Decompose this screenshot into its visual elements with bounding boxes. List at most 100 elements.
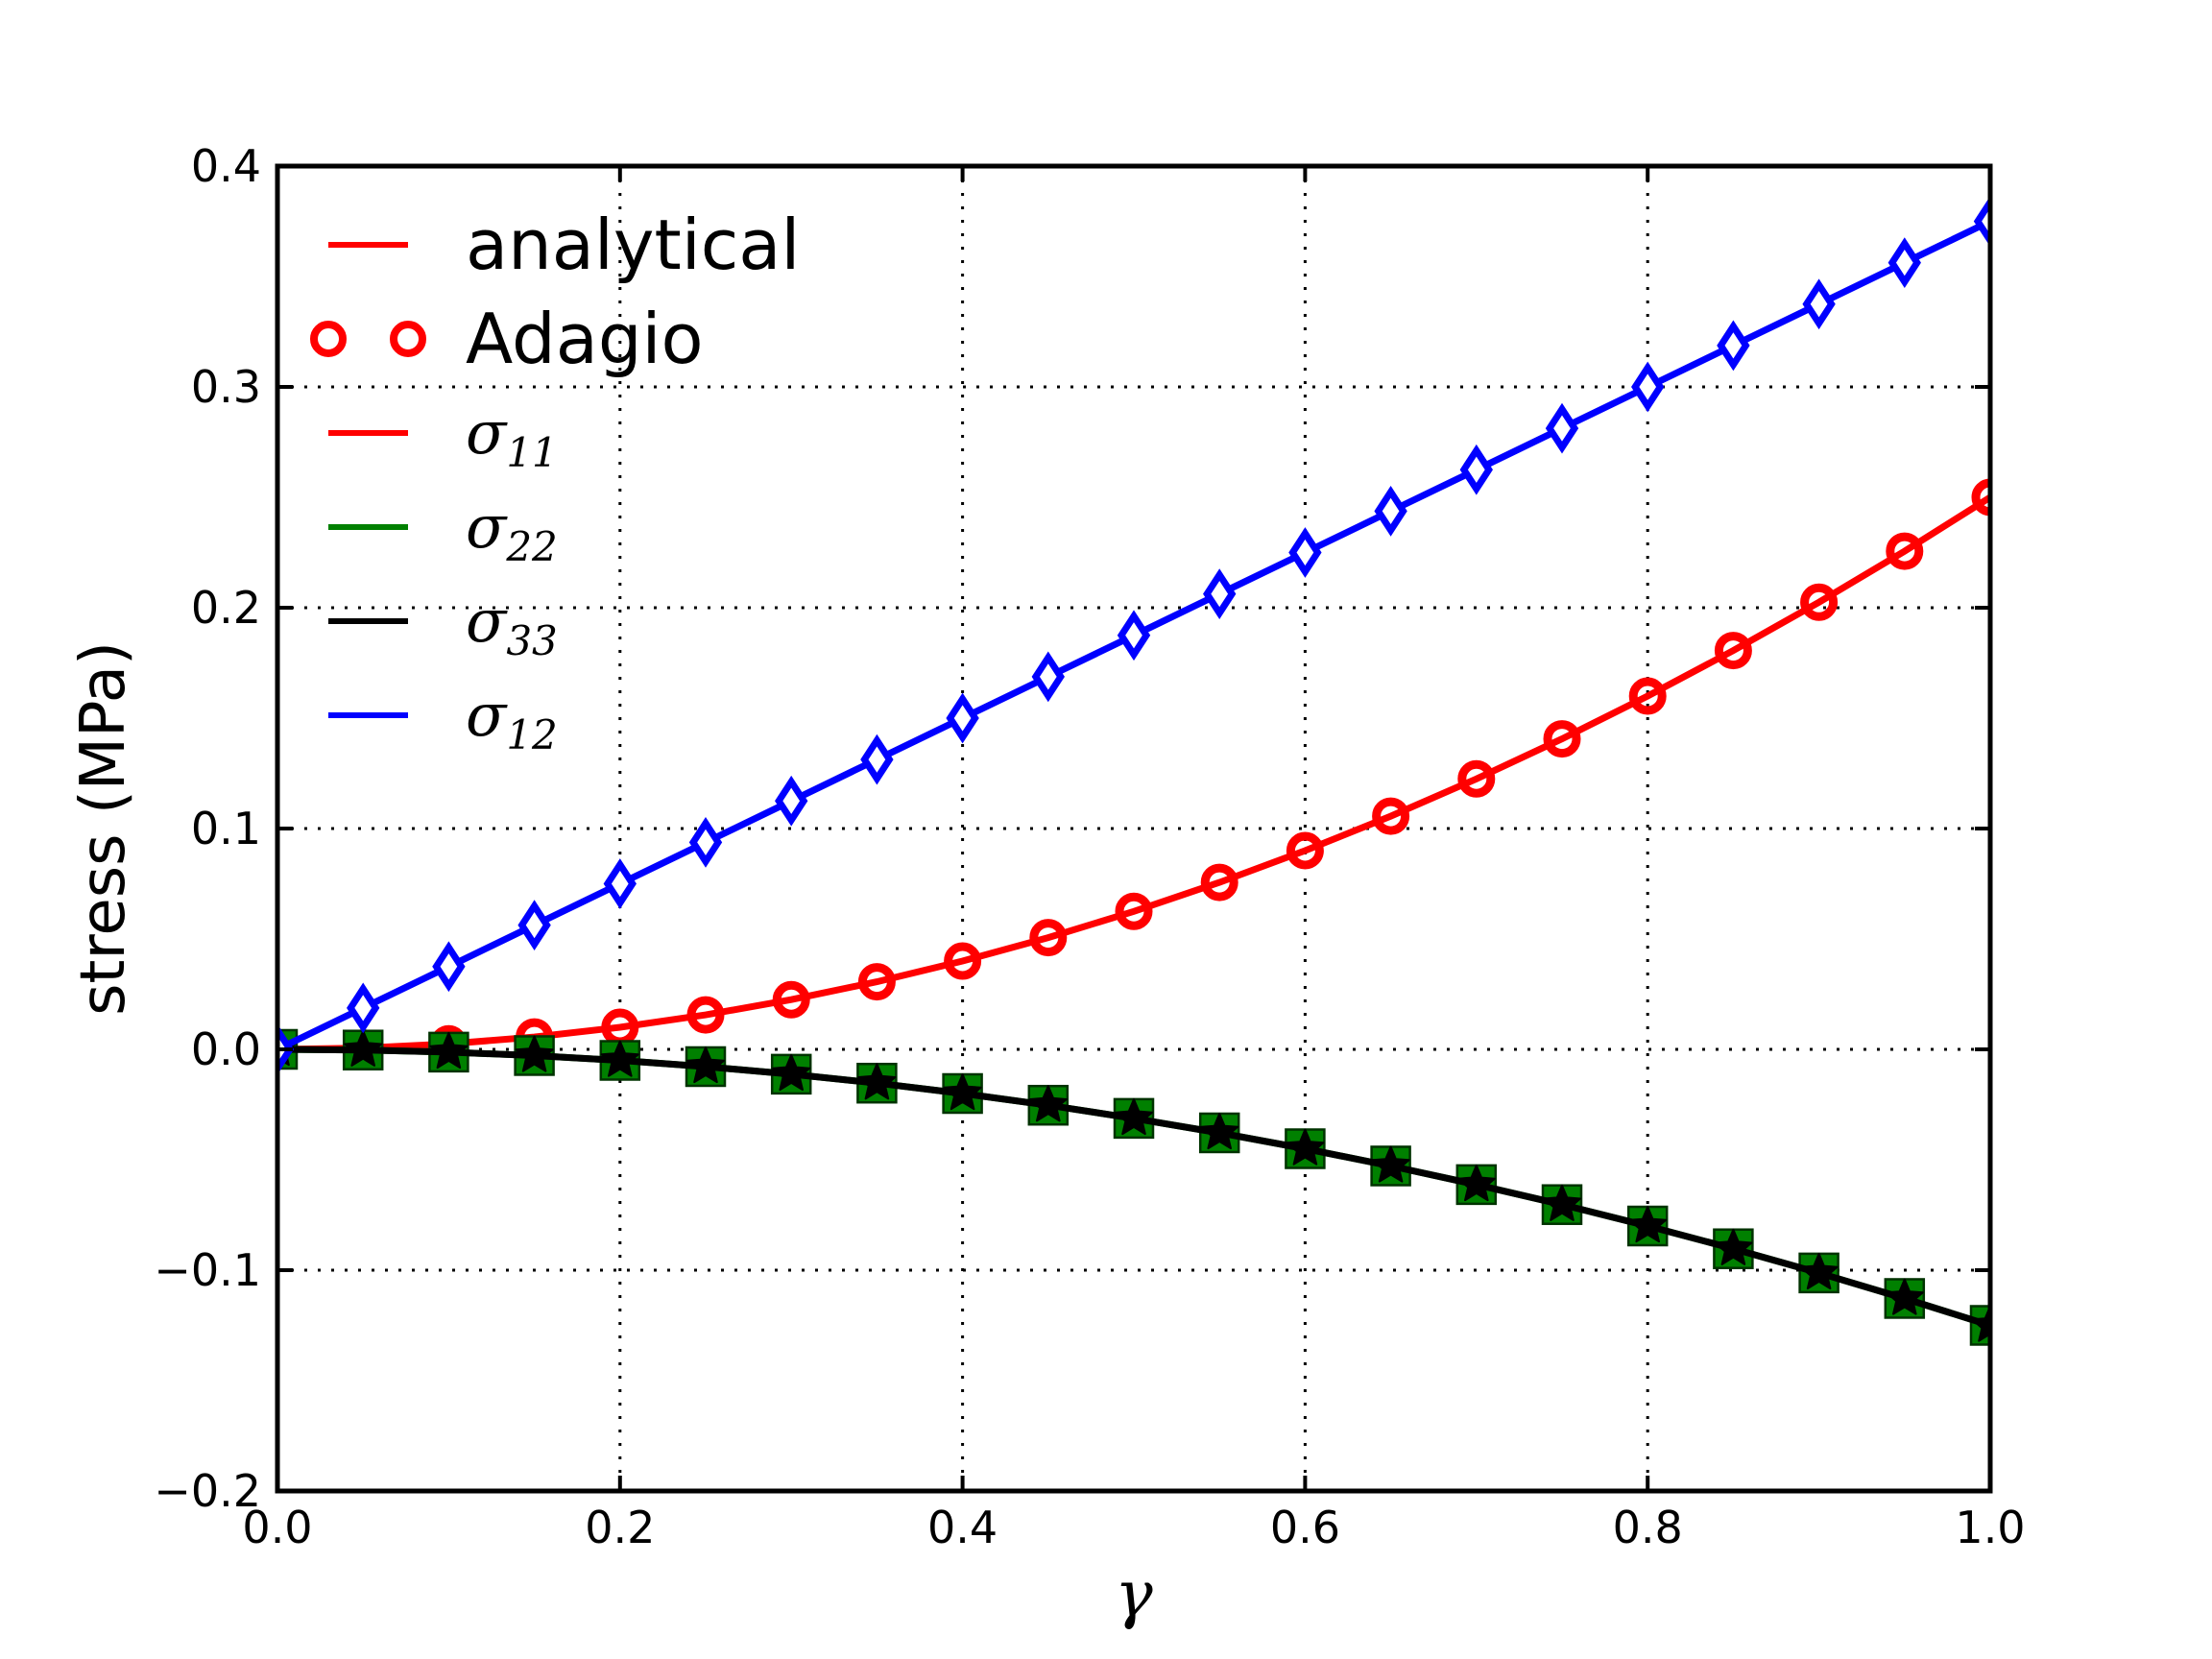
x-tick-label: 0.8 xyxy=(1613,1502,1683,1553)
y-tick-label: 0.1 xyxy=(191,803,261,854)
legend-marker-sample-adagio xyxy=(310,321,426,357)
marker-sigma12 xyxy=(1973,196,1990,247)
marker-sigma11 xyxy=(686,996,725,1034)
x-tick-label: 0.2 xyxy=(585,1502,655,1553)
legend-line-sample-analytical xyxy=(328,242,408,248)
legend-line-sample-sigma11 xyxy=(328,430,408,436)
marker-sigma12 xyxy=(775,775,808,827)
y-tick-label: −0.2 xyxy=(154,1465,261,1517)
y-tick-label: 0.3 xyxy=(191,361,261,413)
marker-sigma33 xyxy=(686,1046,725,1084)
marker-sigma11 xyxy=(1800,583,1839,621)
marker-sigma11 xyxy=(1115,892,1153,930)
marker-sigma11 xyxy=(1714,632,1752,670)
series-line-sigma22 xyxy=(277,1046,1990,1329)
marker-sigma11 xyxy=(1457,759,1496,798)
legend-label-sigma22: σ22 xyxy=(466,492,558,570)
gridlines xyxy=(277,166,1990,1491)
x-tick-label: 0.4 xyxy=(927,1502,998,1553)
marker-sigma12 xyxy=(1288,527,1322,578)
marker-sigma33 xyxy=(1628,1206,1668,1243)
marker-sigma11 xyxy=(1029,919,1068,957)
marker-sigma12 xyxy=(946,692,979,744)
legend-entry-sigma12: σ12 xyxy=(326,668,800,762)
x-tick-label: 0.6 xyxy=(1270,1502,1340,1553)
y-tick-label: 0.4 xyxy=(191,140,261,192)
x-tick-label: 0.0 xyxy=(242,1502,312,1553)
series-line-sigma11 xyxy=(277,494,1990,1053)
marker-sigma33 xyxy=(1286,1128,1325,1166)
legend-entry-analytical: analytical xyxy=(326,198,800,292)
marker-sigma12 xyxy=(347,982,380,1034)
marker-sigma33 xyxy=(429,1031,469,1070)
marker-sigma33 xyxy=(515,1035,554,1072)
marker-sigma11 xyxy=(944,942,982,980)
marker-sigma12 xyxy=(860,733,894,785)
marker-sigma12 xyxy=(603,858,637,909)
marker-sigma11 xyxy=(1971,478,1990,517)
marker-sigma33 xyxy=(772,1053,811,1092)
legend-circle-marker xyxy=(310,321,347,357)
marker-sigma33 xyxy=(1714,1228,1753,1265)
y-tick-label: 0.2 xyxy=(191,582,261,634)
marker-sigma11 xyxy=(1543,720,1581,758)
legend: analytical Adagio σ11 σ22 σ33 xyxy=(310,198,800,762)
marker-sigma33 xyxy=(1799,1252,1839,1290)
marker-sigma12 xyxy=(517,900,551,951)
y-tick-label: −0.1 xyxy=(154,1244,261,1296)
legend-line-sample-sigma12 xyxy=(328,712,408,718)
marker-sigma12 xyxy=(1117,610,1151,661)
marker-sigma12 xyxy=(1031,651,1065,703)
legend-entry-sigma11: σ11 xyxy=(326,386,800,480)
legend-line-sample-sigma33 xyxy=(328,618,408,624)
tick-labels: 0.0 0.2 0.4 0.6 0.8 1.0 0.4 0.3 0.2 0.1 0.0 −0.1 −0.… xyxy=(154,140,2025,1553)
marker-sigma33 xyxy=(600,1040,639,1077)
marker-sigma11 xyxy=(1286,831,1324,870)
legend-entry-sigma33: σ33 xyxy=(326,574,800,668)
marker-sigma33 xyxy=(1543,1184,1581,1221)
marker-sigma11 xyxy=(1200,863,1238,902)
marker-sigma11 xyxy=(1372,797,1410,835)
x-axis-label: γ xyxy=(1115,1557,1153,1631)
legend-label-analytical: analytical xyxy=(466,204,801,285)
marker-sigma12 xyxy=(1203,568,1237,620)
legend-entry-adagio: Adagio xyxy=(310,292,800,386)
legend-label-adagio: Adagio xyxy=(466,299,704,379)
marker-sigma33 xyxy=(1028,1085,1068,1122)
legend-circle-marker xyxy=(390,321,426,357)
marker-sigma33 xyxy=(1971,1305,1990,1342)
marker-sigma12 xyxy=(1802,278,1836,330)
legend-line-sample-sigma22 xyxy=(328,524,408,530)
marker-sigma12 xyxy=(1887,237,1921,289)
marker-sigma12 xyxy=(1631,361,1665,413)
legend-label-sigma33: σ33 xyxy=(466,586,558,664)
marker-sigma33 xyxy=(1371,1145,1410,1183)
marker-sigma33 xyxy=(1885,1278,1924,1315)
x-tick-label: 1.0 xyxy=(1955,1502,2025,1553)
marker-sigma12 xyxy=(432,941,466,993)
marker-sigma33 xyxy=(1115,1097,1153,1136)
marker-sigma33 xyxy=(1456,1164,1496,1202)
marker-sigma12 xyxy=(1459,444,1493,495)
marker-sigma33 xyxy=(943,1073,982,1111)
marker-sigma11 xyxy=(857,963,896,1001)
marker-sigma11 xyxy=(1886,532,1924,570)
series-line-sigma33 xyxy=(277,1046,1990,1329)
marker-sigma12 xyxy=(1717,320,1750,372)
legend-label-sigma12: σ12 xyxy=(466,680,558,758)
marker-sigma12 xyxy=(1374,485,1407,537)
marker-sigma11 xyxy=(1628,677,1667,715)
marker-sigma12 xyxy=(1545,402,1579,454)
plot-data xyxy=(277,196,1990,1346)
marker-sigma33 xyxy=(344,1029,383,1067)
marker-sigma12 xyxy=(688,816,723,868)
marker-sigma33 xyxy=(1200,1113,1239,1150)
marker-sigma33 xyxy=(857,1063,897,1100)
legend-label-sigma11: σ11 xyxy=(466,397,558,476)
y-tick-label: 0.0 xyxy=(191,1023,261,1075)
y-axis-label: stress (MPa) xyxy=(68,641,139,1016)
ticks xyxy=(276,164,1992,1493)
legend-entry-sigma22: σ22 xyxy=(326,480,800,574)
